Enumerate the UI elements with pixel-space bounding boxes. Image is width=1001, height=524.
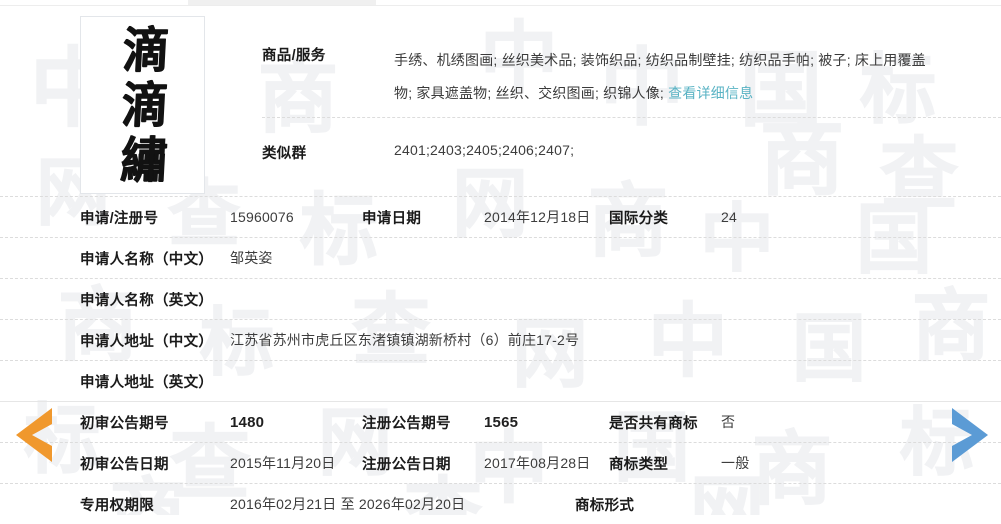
similar-group-row: 类似群 2401;2403;2405;2406;2407;: [262, 118, 1001, 196]
row-value-1: 2016年02月21日 至 2026年02月20日: [230, 496, 466, 512]
page-top-tab: [188, 0, 376, 5]
table-row: 专用权期限 2016年02月21日 至 2026年02月20日 商标形式: [0, 483, 1001, 524]
row-label-1: 初审公告日期: [80, 456, 169, 473]
row-label-3: 国际分类: [609, 210, 669, 227]
row-value-1: 邹英姿: [230, 250, 273, 266]
table-row: 申请人名称（中文） 邹英姿: [0, 237, 1001, 278]
table-row: 申请人地址（中文） 江苏省苏州市虎丘区东渚镇镇湖新桥村（6）前庄17-2号: [0, 319, 1001, 360]
page-top-edge: [0, 0, 1001, 6]
view-detail-link[interactable]: 查看详细信息: [668, 85, 754, 101]
table-row: 申请人名称（英文）: [0, 278, 1001, 319]
row-value-3: 一般: [721, 455, 750, 471]
summary-rows: 商品/服务 手绣、机绣图画; 丝织美术品; 装饰织品; 纺织品制壁挂; 纺织品手…: [262, 6, 1001, 196]
logo-char-3: 繡: [119, 131, 169, 189]
row-label-2: 注册公告日期: [362, 456, 451, 473]
goods-services-value: 手绣、机绣图画; 丝织美术品; 装饰织品; 纺织品制壁挂; 纺织品手帕; 被子;…: [394, 44, 934, 110]
row-value-1: 15960076: [230, 209, 294, 225]
row-value-1: 2015年11月20日: [230, 455, 336, 471]
table-row: 初审公告期号 1480 注册公告期号 1565 是否共有商标 否: [0, 401, 1001, 442]
row-label-3: 商标类型: [609, 456, 669, 473]
next-record-button[interactable]: [944, 404, 996, 466]
row-label-1: 初审公告期号: [80, 415, 169, 432]
row-label-3: 商标形式: [575, 497, 635, 514]
row-label-1: 申请人名称（英文）: [80, 292, 214, 309]
row-label-2: 注册公告期号: [362, 415, 451, 432]
trademark-data-rows: 申请/注册号 15960076 申请日期 2014年12月18日 国际分类 24…: [0, 196, 1001, 524]
trademark-logo-box: 滴 滴 繡: [80, 16, 205, 194]
goods-services-row: 商品/服务 手绣、机绣图画; 丝织美术品; 装饰织品; 纺织品制壁挂; 纺织品手…: [262, 6, 1001, 118]
goods-services-text: 手绣、机绣图画; 丝织美术品; 装饰织品; 纺织品制壁挂; 纺织品手帕; 被子;…: [394, 52, 926, 101]
row-label-1: 申请人名称（中文）: [80, 251, 214, 268]
table-row: 申请/注册号 15960076 申请日期 2014年12月18日 国际分类 24: [0, 196, 1001, 237]
trademark-logo-artwork: 滴 滴 繡: [81, 21, 204, 189]
row-label-1: 申请人地址（英文）: [80, 374, 214, 391]
row-value-1: 1480: [230, 413, 265, 431]
row-label-1: 申请/注册号: [80, 210, 159, 227]
prev-record-button[interactable]: [8, 404, 60, 466]
chevron-right-icon: [952, 408, 988, 462]
table-row: 初审公告日期 2015年11月20日 注册公告日期 2017年08月28日 商标…: [0, 442, 1001, 483]
row-value-1: 江苏省苏州市虎丘区东渚镇镇湖新桥村（6）前庄17-2号: [230, 332, 580, 348]
row-value-2: 2014年12月18日: [484, 209, 591, 225]
trademark-logo-cell: 滴 滴 繡: [0, 6, 262, 196]
logo-char-2: 滴: [120, 76, 170, 134]
similar-group-value: 2401;2403;2405;2406;2407;: [394, 142, 575, 158]
row-value-3: 24: [721, 209, 737, 225]
row-value-3: 否: [721, 414, 736, 430]
row-label-1: 申请人地址（中文）: [80, 333, 214, 350]
row-value-2: 1565: [484, 413, 519, 431]
logo-char-1: 滴: [121, 21, 171, 79]
table-row: 申请人地址（英文）: [0, 360, 1001, 401]
trademark-detail-sheet: 滴 滴 繡 商品/服务 手绣、机绣图画; 丝织美术品; 装饰织品; 纺织品制壁挂…: [0, 6, 1001, 515]
goods-services-label: 商品/服务: [262, 48, 326, 64]
similar-group-label: 类似群: [262, 146, 307, 162]
chevron-left-icon: [16, 408, 52, 462]
row-value-2: 2017年08月28日: [484, 455, 591, 471]
row-label-3: 是否共有商标: [609, 415, 698, 432]
row-label-1: 专用权期限: [80, 497, 154, 514]
row-label-2: 申请日期: [362, 210, 422, 227]
trademark-summary-block: 滴 滴 繡 商品/服务 手绣、机绣图画; 丝织美术品; 装饰织品; 纺织品制壁挂…: [0, 6, 1001, 196]
